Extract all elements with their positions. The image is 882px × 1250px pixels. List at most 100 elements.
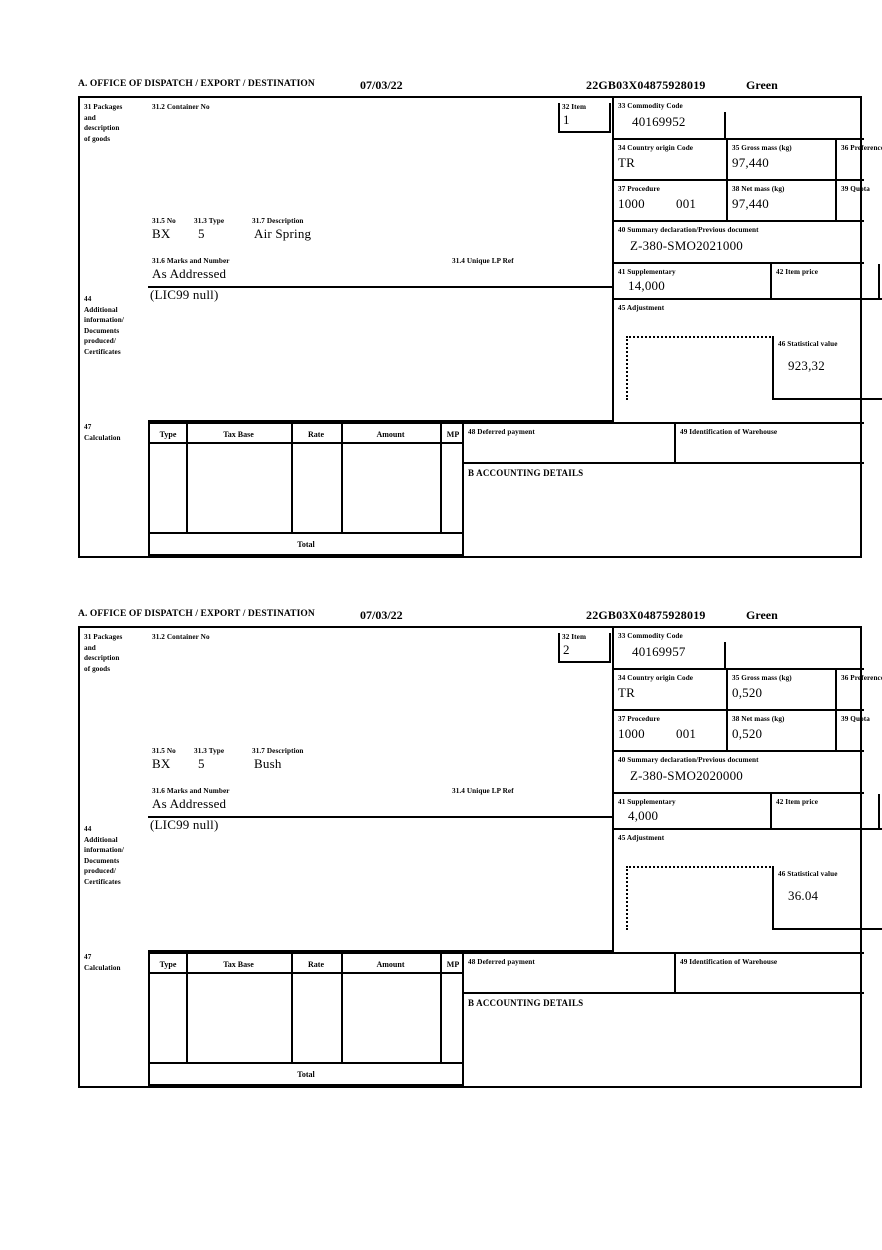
procedure-label: 37 Procedure (618, 185, 660, 193)
marks-and-number-value: As Addressed (152, 266, 227, 281)
identification-of-warehouse-label: 49 Identification of Warehouse (680, 958, 778, 966)
body-divider-3 (341, 974, 343, 1062)
goods-description-value: Bush (254, 756, 282, 771)
column-header-tax-base: Tax Base (223, 960, 254, 969)
box-40-summary-declaration: 40 Summary declaration/Previous document… (614, 222, 864, 264)
country-origin-code-value: TR (618, 685, 636, 700)
net-mass-label: 38 Net mass (kg) (732, 715, 785, 723)
marks-and-number-label: 31.6 Marks and Number (152, 787, 230, 795)
form-header: A. OFFICE OF DISPATCH / EXPORT / DESTINA… (78, 78, 862, 98)
body-divider-2 (291, 444, 293, 532)
box-45-adjustment: 45 Adjustment (614, 830, 864, 866)
declaration-form-item-1: A. OFFICE OF DISPATCH / EXPORT / DESTINA… (78, 78, 882, 558)
box-34-country-origin-code: 34 Country origin Code TR (614, 140, 728, 181)
column-header-type: Type (159, 960, 177, 969)
box-42-item-price: 42 Item price (772, 794, 880, 830)
statistical-value-label: 46 Statistical value (778, 870, 838, 878)
accounting-details-label: B ACCOUNTING DETAILS (468, 998, 584, 1008)
box-47-label: 47 Calculation (84, 423, 121, 442)
adjustment-dotted-divider-vertical (626, 866, 628, 930)
box-31-packages: 31.2 Container No 31.5 No 31.3 Type 31.7… (148, 628, 614, 818)
adjustment-dotted-divider-horizontal (626, 866, 774, 868)
office-of-dispatch-label: A. OFFICE OF DISPATCH / EXPORT / DESTINA… (78, 609, 315, 619)
column-header-amount: Amount (376, 430, 405, 439)
country-origin-code-value: TR (618, 155, 636, 170)
gross-mass-label: 35 Gross mass (kg) (732, 144, 792, 152)
quota-label: 39 Quota (841, 715, 870, 723)
commodity-code-label: 33 Commodity Code (618, 102, 683, 110)
column-divider-1 (186, 424, 188, 442)
column-header-amount: Amount (376, 960, 405, 969)
box-41-supplementary: 41 Supplementary 4,000 (614, 794, 772, 830)
procedure-additional-value: 001 (676, 196, 697, 211)
box-39-quota: 39 Quota (837, 181, 870, 222)
procedure-main-value: 1000 (618, 726, 645, 741)
accounting-details-label: B ACCOUNTING DETAILS (468, 468, 584, 478)
movement-reference-number: 22GB03X04875928019 (586, 608, 706, 622)
column-header-type: Type (159, 430, 177, 439)
total-label: Total (297, 1070, 315, 1079)
preference-label: 36 Preference (841, 144, 882, 152)
adjustment-dotted-divider-vertical (626, 336, 628, 400)
box-34-country-origin-code: 34 Country origin Code TR (614, 670, 728, 711)
item-price-label: 42 Item price (776, 268, 819, 276)
box-35-gross-mass: 35 Gross mass (kg) 97,440 (728, 140, 837, 181)
form-header: A. OFFICE OF DISPATCH / EXPORT / DESTINA… (78, 608, 862, 628)
statistical-value-amount: 36.04 (788, 888, 819, 903)
goods-description-value: Air Spring (254, 226, 312, 241)
box-36-preference: 36 Preference (837, 670, 882, 711)
deferred-payment-label: 48 Deferred payment (468, 428, 535, 436)
adjustment-label: 45 Adjustment (618, 834, 665, 842)
total-label: Total (297, 540, 315, 549)
summary-declaration-value: Z-380-SMO2020000 (630, 768, 743, 783)
calculation-total-row: Total (148, 1064, 464, 1086)
box-48-deferred-payment: 48 Deferred payment (464, 952, 676, 994)
gross-mass-value: 97,440 (732, 155, 769, 170)
column-header-mp: MP (446, 960, 460, 969)
box-45-adjustment: 45 Adjustment (614, 300, 864, 336)
box-33-commodity-code: 33 Commodity Code 40169952 (614, 98, 864, 140)
box-44-additional-information: (LIC99 null) (148, 287, 614, 422)
body-divider-2 (291, 974, 293, 1062)
item-number-value: 2 (563, 642, 570, 657)
procedure-main-value: 1000 (618, 196, 645, 211)
office-of-dispatch-label: A. OFFICE OF DISPATCH / EXPORT / DESTINA… (78, 79, 315, 89)
package-no-value: BX (152, 226, 171, 241)
box-46-statistical-value: 46 Statistical value 36.04 (772, 866, 882, 930)
calculation-body-rows (148, 974, 464, 1064)
box-36-preference: 36 Preference (837, 140, 882, 181)
box-42-item-price: 42 Item price (772, 264, 880, 300)
summary-declaration-value: Z-380-SMO2021000 (630, 238, 743, 253)
form-body: 31 Packages and description of goods 44 Addi… (78, 628, 882, 1088)
item-number-value: 1 (563, 112, 570, 127)
supplementary-label: 41 Supplementary (618, 268, 676, 276)
box-31-label: 31 Packages and description of goods (84, 633, 123, 673)
unique-lp-ref-label: 31.4 Unique LP Ref (452, 787, 514, 795)
identification-of-warehouse-label: 49 Identification of Warehouse (680, 428, 778, 436)
gross-mass-value: 0,520 (732, 685, 763, 700)
preference-label: 36 Preference (841, 674, 882, 682)
box-37-procedure: 37 Procedure 1000 001 (614, 711, 728, 752)
additional-information-value: (LIC99 null) (150, 817, 219, 832)
column-header-rate: Rate (308, 960, 324, 969)
column-divider-2 (291, 424, 293, 442)
column-header-tax-base: Tax Base (223, 430, 254, 439)
declaration-date: 07/03/22 (360, 78, 403, 92)
commodity-code-divider-tick (724, 642, 726, 668)
box-44-label: 44 Additional information/Documents produce… (84, 825, 124, 886)
net-mass-label: 38 Net mass (kg) (732, 185, 785, 193)
type-label: 31.3 Type (194, 217, 225, 225)
box-39-quota: 39 Quota (837, 711, 870, 752)
statistical-value-label: 46 Statistical value (778, 340, 838, 348)
commodity-code-label: 33 Commodity Code (618, 632, 683, 640)
movement-reference-number: 22GB03X04875928019 (586, 78, 706, 92)
body-divider-4 (440, 974, 442, 1062)
no-label: 31.5 No (152, 217, 176, 225)
box-b-accounting-details: B ACCOUNTING DETAILS (464, 994, 864, 1088)
body-divider-3 (341, 444, 343, 532)
box-38-net-mass: 38 Net mass (kg) 97,440 (728, 181, 837, 222)
box-b-accounting-details: B ACCOUNTING DETAILS (464, 464, 864, 558)
summary-declaration-label: 40 Summary declaration/Previous document (618, 226, 759, 234)
box-31-label: 31 Packages and description of goods (84, 103, 123, 143)
calculation-header-row: Type Tax Base Rate Amount MP (148, 952, 464, 974)
